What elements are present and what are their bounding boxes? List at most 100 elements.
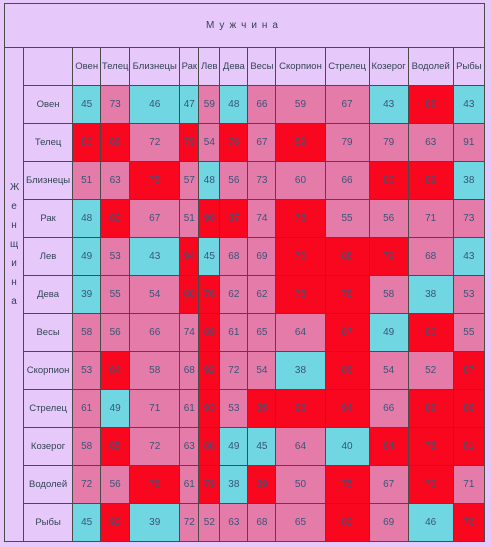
score-cell: 61 (219, 313, 249, 352)
score-cell: 69 (368, 503, 409, 542)
score-cell: 53 (219, 389, 249, 428)
score-cell: 79 (368, 237, 409, 276)
column-header-row: Женщина Овен Телец Близнецы Рак Лев Дева Весы Ск… (3, 47, 486, 542)
column-header: Лев (198, 47, 221, 86)
score-cell: 48 (219, 85, 249, 124)
score-cell: 66 (324, 161, 370, 200)
score-cell: 45 (198, 237, 221, 276)
score-cell: 62 (219, 275, 249, 314)
score-cell: 86 (324, 351, 370, 390)
score-cell: 80 (368, 161, 409, 200)
score-cell: 75 (129, 161, 181, 200)
row-header: Овен (23, 85, 74, 124)
score-cell: 51 (72, 161, 102, 200)
score-cell: 72 (219, 351, 249, 390)
score-cell: 95 (275, 389, 326, 428)
score-cell: 79 (198, 465, 221, 504)
score-cell: 56 (368, 199, 409, 238)
score-cell: 89 (247, 465, 277, 504)
side-cell: Женщина (3, 47, 25, 542)
score-cell: 92 (100, 503, 131, 542)
table-row: Рыбы 45 92 39 72 52 63 68 65 82 69 46 76 (5, 503, 486, 542)
row-header: Близнецы (23, 161, 74, 200)
score-cell: 43 (129, 237, 181, 276)
score-cell: 59 (198, 85, 221, 124)
table-row: Телец 80 89 72 79 54 76 67 89 79 79 63 91 (5, 123, 486, 162)
score-cell: 76 (198, 275, 221, 314)
score-cell: 91 (452, 123, 486, 162)
score-cell: 76 (452, 503, 486, 542)
score-cell: 48 (72, 199, 102, 238)
score-cell: 58 (368, 275, 409, 314)
table-row: Рак 48 82 67 51 90 87 74 78 55 56 71 73 (5, 199, 486, 238)
score-cell: 40 (324, 427, 370, 466)
score-cell: 46 (407, 503, 454, 542)
score-cell: 39 (129, 503, 181, 542)
score-cell: 63 (100, 161, 131, 200)
score-cell: 64 (275, 313, 326, 352)
row-header: Весы (23, 313, 74, 352)
score-cell: 94 (324, 389, 370, 428)
table-row: Овен 45 73 46 47 59 48 66 59 67 43 89 43 (5, 85, 486, 124)
score-cell: 63 (219, 503, 249, 542)
score-cell: 73 (247, 161, 277, 200)
score-cell: 74 (179, 313, 200, 352)
row-header: Стрелец (23, 389, 74, 428)
score-cell: 74 (247, 199, 277, 238)
column-header: Водолей (407, 47, 454, 86)
score-cell: 81 (452, 427, 486, 466)
score-cell: 71 (452, 465, 486, 504)
score-cell: 89 (407, 161, 454, 200)
compatibility-table: Мужчина Женщина Овен Телец Близнецы Рак Лев Дев… (3, 3, 486, 542)
score-cell: 61 (72, 389, 102, 428)
score-cell: 38 (275, 351, 326, 390)
score-cell: 53 (452, 275, 486, 314)
score-cell: 72 (129, 123, 181, 162)
score-cell: 79 (324, 123, 370, 162)
score-cell: 89 (198, 313, 221, 352)
score-cell: 50 (275, 465, 326, 504)
score-cell: 62 (247, 275, 277, 314)
score-cell: 38 (219, 465, 249, 504)
column-header: Дева (219, 47, 249, 86)
score-cell: 87 (452, 351, 486, 390)
score-cell: 55 (100, 275, 131, 314)
score-cell: 59 (275, 85, 326, 124)
score-cell: 47 (179, 85, 200, 124)
score-cell: 89 (275, 123, 326, 162)
row-header: Рак (23, 199, 74, 238)
score-cell: 55 (324, 199, 370, 238)
score-cell: 68 (407, 237, 454, 276)
score-cell: 66 (129, 313, 181, 352)
column-header: Овен (72, 47, 102, 86)
column-header: Стрелец (324, 47, 370, 86)
row-header: Скорпион (23, 351, 74, 390)
column-header: Рак (179, 47, 200, 86)
score-cell: 67 (129, 199, 181, 238)
table-row: Скорпион 53 84 58 68 92 72 54 38 86 54 52 87 (5, 351, 486, 390)
row-header: Телец (23, 123, 74, 162)
score-cell: 89 (100, 123, 131, 162)
score-cell: 69 (247, 237, 277, 276)
column-header: Скорпион (275, 47, 326, 86)
score-cell: 94 (179, 237, 200, 276)
score-cell: 45 (72, 85, 102, 124)
score-cell: 61 (179, 389, 200, 428)
score-cell: 80 (72, 123, 102, 162)
score-cell: 58 (72, 313, 102, 352)
column-header: Телец (100, 47, 131, 86)
score-cell: 85 (100, 427, 131, 466)
score-cell: 79 (179, 123, 200, 162)
score-cell: 54 (129, 275, 181, 314)
score-cell: 84 (368, 427, 409, 466)
score-cell: 66 (247, 85, 277, 124)
row-header: Рыбы (23, 503, 74, 542)
score-cell: 84 (100, 351, 131, 390)
table-row: Дева 39 55 54 80 76 62 62 78 78 58 38 53 (5, 275, 486, 314)
score-cell: 56 (219, 161, 249, 200)
score-cell: 52 (198, 503, 221, 542)
score-cell: 49 (100, 389, 131, 428)
score-cell: 75 (324, 465, 370, 504)
score-cell: 82 (100, 199, 131, 238)
score-cell: 64 (275, 427, 326, 466)
